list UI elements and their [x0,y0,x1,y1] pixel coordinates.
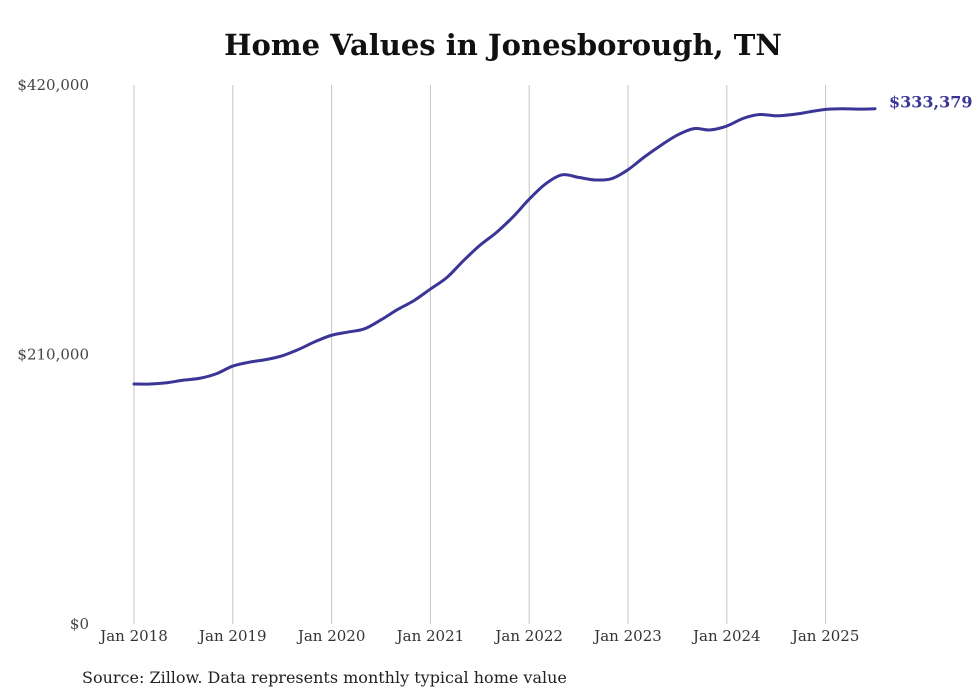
end-value-label: $333,379 [889,93,973,112]
y-axis: $0 $210,000 $420,000 [17,76,89,633]
series-layer: $333,379 [132,93,973,386]
x-tick-label: Jan 2025 [790,627,860,645]
x-tick-label: Jan 2020 [296,627,366,645]
gridlines [133,85,827,624]
x-tick-label: Jan 2018 [98,627,168,645]
chart-title: Home Values in Jonesborough, TN [224,28,782,62]
x-tick-label: Jan 2024 [691,627,761,645]
y-tick-label: $0 [70,615,89,633]
y-tick-label: $210,000 [17,346,89,364]
source-note: Source: Zillow. Data represents monthly … [82,668,567,687]
x-tick-label: Jan 2021 [395,627,465,645]
x-axis: Jan 2018 Jan 2019 Jan 2020 Jan 2021 Jan 2022… [98,627,859,645]
series-line-0 [132,107,877,386]
x-tick-label: Jan 2019 [197,627,267,645]
x-tick-label: Jan 2023 [592,627,662,645]
x-tick-label: Jan 2022 [493,627,563,645]
y-tick-label: $420,000 [17,76,89,94]
